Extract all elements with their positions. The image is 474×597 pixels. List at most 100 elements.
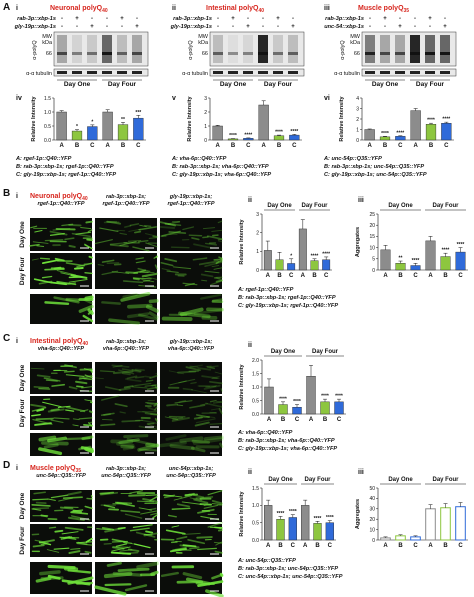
fluorescence bbox=[124, 225, 132, 228]
fluorescence bbox=[103, 504, 116, 509]
fluorescence bbox=[134, 230, 142, 234]
fluorescence bbox=[111, 271, 130, 274]
fluorescence bbox=[206, 416, 216, 419]
bar bbox=[440, 256, 451, 271]
legend-entry: B: rab-3p::xbp-1s; rgef-1p::Q40::YFP bbox=[16, 164, 114, 170]
fluorescence bbox=[31, 413, 41, 417]
fluorescence bbox=[78, 304, 94, 313]
significance: * bbox=[76, 124, 78, 130]
sign: + bbox=[443, 24, 447, 30]
fluorescence bbox=[104, 386, 122, 391]
y-tick-label: 0.0 bbox=[252, 538, 259, 544]
fluorescence bbox=[30, 403, 46, 408]
fluorescence bbox=[126, 312, 149, 319]
legend-entry: B: rab-3p::xbp-1s; unc-54p::Q35::YFP bbox=[324, 164, 424, 170]
fluorescence bbox=[122, 446, 136, 451]
blot-smear bbox=[440, 35, 450, 63]
x-tick-label: B bbox=[278, 543, 283, 549]
fluorescence bbox=[216, 277, 223, 282]
fluorescence bbox=[195, 418, 216, 424]
sign: - bbox=[429, 24, 431, 30]
fluorescence bbox=[153, 402, 158, 407]
fluorescence bbox=[192, 437, 224, 445]
fluorescence bbox=[119, 241, 137, 247]
fluorescence bbox=[134, 382, 152, 387]
bar bbox=[455, 506, 466, 541]
legend-entry: C: unc-54p::xbp-1s; unc-54p::Q35::YFP bbox=[238, 574, 343, 580]
legend-entry: A: rgef-1p::Q40::YFP bbox=[237, 287, 294, 293]
fluorescence bbox=[124, 513, 143, 519]
fluorescence bbox=[132, 277, 142, 280]
y-tick-label: 1.0 bbox=[44, 110, 51, 116]
row-label: Day One bbox=[19, 364, 26, 391]
legend-entry: C: gly-19p::xbp-1s; unc-54p::Q35::YFP bbox=[324, 172, 427, 178]
fluorescence bbox=[114, 403, 128, 408]
fluorescence bbox=[75, 541, 93, 544]
blot-smear bbox=[410, 35, 420, 63]
fluorescence bbox=[86, 238, 93, 242]
fluorescence bbox=[191, 439, 211, 444]
y-tick-label: 4 bbox=[356, 96, 359, 102]
fluorescence bbox=[147, 424, 158, 428]
fluorescence bbox=[193, 308, 224, 316]
fluorescence bbox=[137, 239, 149, 243]
fluorescence bbox=[144, 384, 157, 387]
column-header: vha-6p::Q40::YFP bbox=[168, 346, 214, 352]
fluorescence bbox=[135, 257, 144, 260]
group-label: Day Four bbox=[432, 477, 459, 483]
fluorescence bbox=[101, 418, 113, 421]
y-tick-label: 3 bbox=[356, 106, 359, 112]
blot-smear bbox=[365, 35, 375, 63]
antibody-label: α-polyQ bbox=[340, 40, 346, 60]
tubulin-band bbox=[425, 71, 435, 74]
fluorescence bbox=[104, 583, 132, 587]
panel-letter: C bbox=[3, 333, 10, 344]
panel-letter: B bbox=[3, 188, 10, 199]
fluorescence bbox=[172, 546, 187, 551]
fluorescence bbox=[53, 296, 80, 304]
fluorescence bbox=[121, 368, 141, 373]
x-tick-label: C bbox=[337, 417, 342, 423]
fluorescence bbox=[53, 417, 70, 420]
fluorescence bbox=[30, 367, 45, 370]
blot-band bbox=[288, 52, 298, 55]
blot-smear bbox=[288, 35, 298, 63]
fluorescence bbox=[62, 496, 83, 500]
fluorescence bbox=[49, 230, 68, 236]
group-label: Day One bbox=[388, 203, 413, 209]
fluorescence bbox=[101, 492, 111, 495]
bar bbox=[298, 228, 307, 271]
fluorescence bbox=[185, 577, 211, 586]
bar bbox=[310, 260, 319, 271]
fluorescence bbox=[202, 227, 216, 230]
x-tick-label: A bbox=[301, 273, 306, 279]
fluorescence bbox=[142, 411, 158, 415]
fluorescence bbox=[110, 551, 132, 555]
y-tick-label: 2 bbox=[256, 230, 259, 236]
fluorescence bbox=[164, 258, 178, 263]
fluorescence bbox=[204, 242, 218, 246]
y-tick-label: 1.5 bbox=[44, 96, 51, 102]
fluorescence bbox=[178, 311, 211, 319]
fluorescence bbox=[207, 522, 223, 528]
fluorescence bbox=[124, 584, 148, 592]
sign: + bbox=[383, 16, 387, 22]
fluorescence bbox=[198, 416, 211, 419]
x-tick-label: B bbox=[121, 143, 126, 149]
sign: + bbox=[428, 16, 432, 22]
fluorescence bbox=[32, 544, 45, 548]
blot-band bbox=[213, 52, 223, 55]
bar bbox=[322, 259, 331, 271]
fluorescence bbox=[161, 268, 171, 271]
fluorescence bbox=[191, 237, 200, 241]
bar bbox=[258, 104, 269, 141]
fluorescence bbox=[132, 246, 150, 252]
y-axis-label: Aggregates bbox=[355, 499, 361, 529]
fluorescence bbox=[171, 507, 191, 510]
fluorescence bbox=[144, 412, 158, 416]
bar bbox=[325, 522, 334, 541]
legend-entry: A: vha-6p::Q40::YFP bbox=[237, 430, 293, 436]
fluorescence bbox=[131, 368, 142, 372]
x-tick-label: A bbox=[59, 143, 64, 149]
significance: **** bbox=[442, 117, 450, 123]
